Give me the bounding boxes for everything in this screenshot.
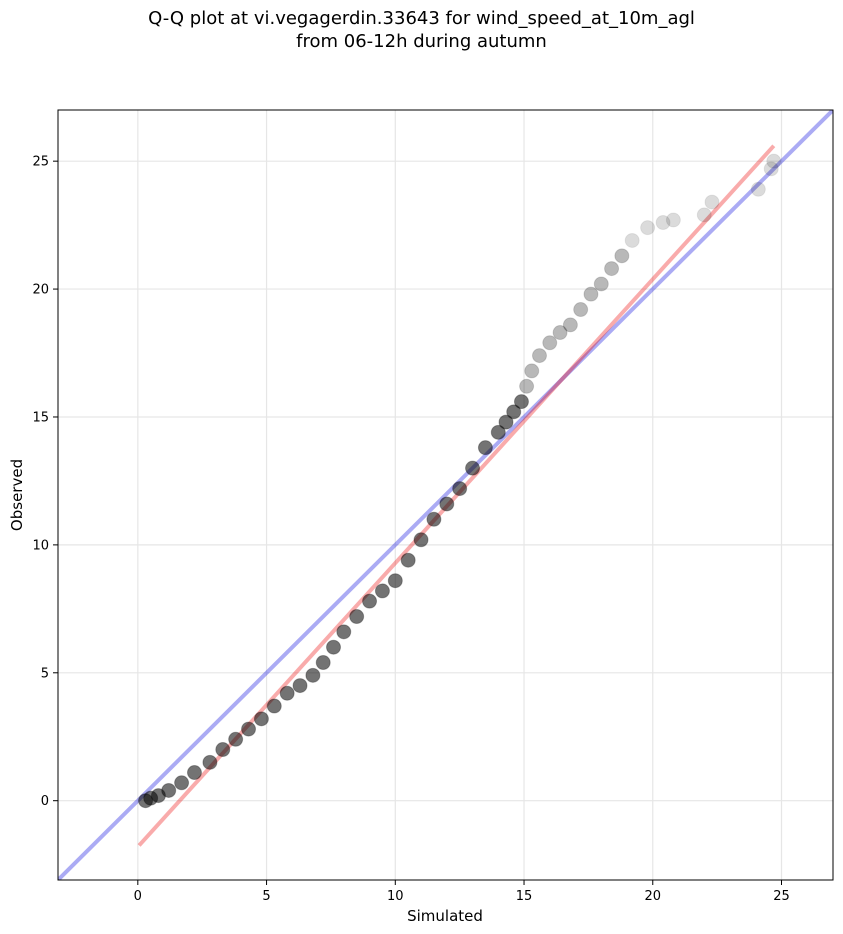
grid-lines [58, 110, 833, 880]
qq-point [439, 496, 455, 512]
y-axis-label: Observed [8, 459, 26, 531]
x-axis-label: Simulated [407, 907, 483, 925]
qq-point [583, 286, 599, 302]
qq-point [573, 302, 589, 318]
qq-point [292, 678, 308, 694]
x-tick-label: 25 [773, 889, 790, 904]
qq-point [305, 667, 321, 683]
qq-point [186, 765, 202, 781]
qq-point [750, 181, 766, 197]
qq-point [552, 325, 568, 341]
qq-point [477, 440, 493, 456]
y-tick-label: 10 [32, 538, 49, 553]
qq-point [362, 593, 378, 609]
x-tick-label: 10 [387, 889, 404, 904]
identity-line [58, 110, 833, 880]
x-axis-ticks: 0 5 10 15 20 25 [134, 880, 790, 904]
chart-title-line-2: from 06-12h during autumn [296, 31, 547, 52]
qq-point [498, 414, 514, 430]
qq-point [513, 394, 529, 410]
y-tick-label: 5 [41, 666, 49, 681]
qq-point [174, 775, 190, 791]
reference-lines [58, 110, 833, 880]
y-tick-label: 15 [32, 410, 49, 425]
qq-point [593, 276, 609, 292]
qq-point [766, 153, 782, 169]
plot-frame [57, 109, 834, 881]
qq-point [325, 639, 341, 655]
qq-point [315, 655, 331, 671]
qq-point [336, 624, 352, 640]
qq-point [506, 404, 522, 420]
chart-title-line-1: Q-Q plot at vi.vegagerdin.33643 for wind… [148, 8, 695, 29]
qq-point [465, 460, 481, 476]
qq-point [202, 754, 218, 770]
qq-point [253, 711, 269, 727]
qq-point [374, 583, 390, 599]
qq-point [524, 363, 540, 379]
qq-point [604, 261, 620, 277]
qq-point [241, 721, 257, 737]
qq-point [161, 782, 177, 798]
qq-point [387, 573, 403, 589]
qq-point [763, 161, 779, 177]
qq-point [452, 481, 468, 497]
qq-point [266, 698, 282, 714]
qq-points [138, 153, 782, 809]
qq-point [640, 220, 656, 236]
x-tick-label: 5 [262, 889, 270, 904]
x-tick-label: 20 [644, 889, 661, 904]
qq-point [215, 742, 231, 758]
qq-point [655, 215, 671, 231]
y-tick-label: 0 [41, 794, 49, 809]
y-tick-label: 25 [32, 155, 49, 170]
x-tick-label: 0 [134, 889, 142, 904]
qq-point [531, 348, 547, 364]
qq-point [542, 335, 558, 351]
qq-point [413, 532, 429, 548]
qq-point [614, 248, 630, 264]
x-tick-label: 15 [516, 889, 533, 904]
qq-point [400, 552, 416, 568]
y-tick-label: 20 [32, 283, 49, 298]
qq-point [490, 424, 506, 440]
qq-point [349, 609, 365, 625]
qq-point [704, 194, 720, 210]
y-axis-ticks: 0 5 10 15 20 25 [32, 155, 58, 809]
qq-point [228, 731, 244, 747]
qq-point [665, 212, 681, 228]
qq-point [562, 317, 578, 333]
qq-point [696, 207, 712, 223]
qq-point [426, 511, 442, 527]
qq-point [519, 378, 535, 394]
qq-point [624, 232, 640, 248]
qq-point [279, 685, 295, 701]
